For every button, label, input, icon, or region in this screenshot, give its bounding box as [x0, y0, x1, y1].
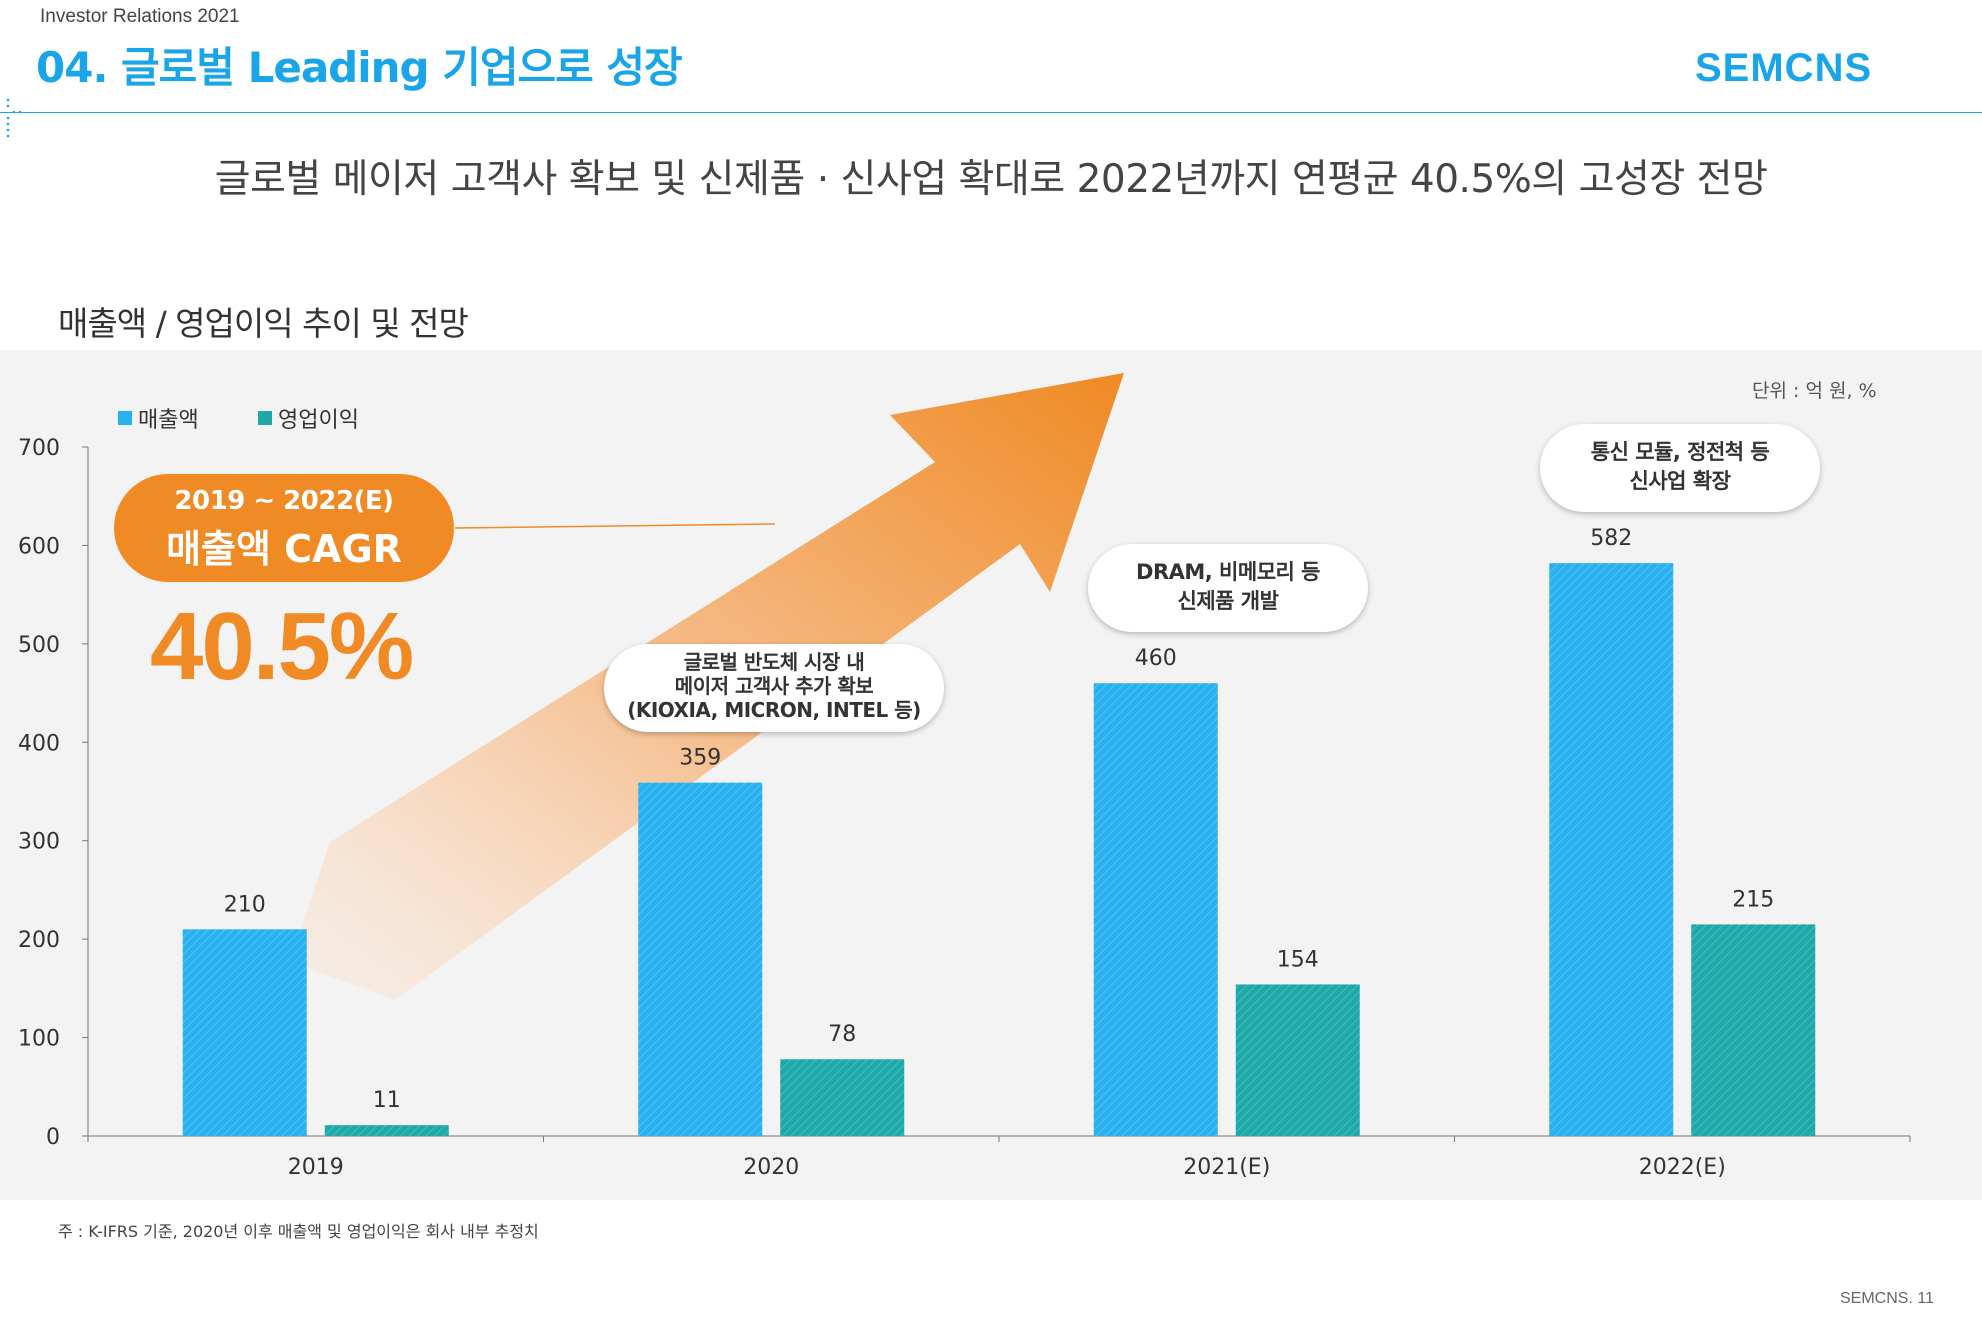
y-tick-label: 700 [18, 436, 60, 461]
y-tick-label: 400 [18, 731, 60, 756]
op-income-bar [324, 1125, 449, 1136]
data-label: 11 [373, 1088, 401, 1113]
headline: 글로벌 메이저 고객사 확보 및 신제품 · 신사업 확대로 2022년까지 연… [214, 157, 1768, 202]
legend-op-income-label: 영업이익 [278, 408, 359, 433]
cagr-label: 매출액 CAGR [166, 527, 402, 571]
page-title: 04. 글로벌 Leading 기업으로 성장 [36, 43, 683, 92]
header-divider [0, 112, 1982, 113]
callout-2020: 글로벌 반도체 시장 내 메이저 고객사 추가 확보 (KIOXIA, MICR… [604, 644, 944, 732]
y-tick-label: 200 [18, 928, 60, 953]
cagr-connector [454, 523, 776, 529]
legend-op-income: 영업이익 [258, 402, 359, 434]
callout-2021: DRAM, 비메모리 등 신제품 개발 [1088, 544, 1368, 632]
data-label: 78 [828, 1022, 856, 1047]
callout-2021-line-2: 신제품 개발 [1177, 589, 1279, 613]
callout-2022-line-1: 통신 모듈, 정전척 등 [1590, 440, 1770, 464]
y-tick-label: 600 [18, 534, 60, 559]
data-label: 210 [224, 892, 266, 917]
revenue-bar [182, 929, 307, 1136]
x-tick-label: 2022(E) [1639, 1155, 1726, 1180]
unit-label: 단위 : 억 원, % [1752, 380, 1877, 402]
callout-2021-line-1: DRAM, 비메모리 등 [1136, 560, 1320, 584]
legend-revenue-swatch [118, 411, 132, 425]
revenue-bar [1549, 563, 1674, 1136]
y-tick-label: 0 [46, 1125, 60, 1150]
cagr-period: 2019 ~ 2022(E) [174, 486, 394, 516]
x-tick-label: 2020 [743, 1155, 799, 1180]
data-label: 154 [1277, 947, 1319, 972]
op-income-bar [1691, 924, 1816, 1136]
op-income-bar [1235, 984, 1360, 1136]
data-label: 582 [1590, 526, 1632, 551]
legend-revenue: 매출액 [118, 402, 199, 434]
callout-2022: 통신 모듈, 정전척 등 신사업 확장 [1540, 424, 1820, 512]
y-tick-label: 100 [18, 1027, 60, 1052]
callout-2020-line-3: (KIOXIA, MICRON, INTEL 등) [627, 698, 921, 722]
chart-title: 매출액 / 영업이익 추이 및 전망 [58, 304, 469, 343]
y-tick-label: 500 [18, 633, 60, 658]
data-label: 460 [1135, 646, 1177, 671]
footnote: 주 : K-IFRS 기준, 2020년 이후 매출액 및 영업이익은 회사 내… [58, 1222, 539, 1241]
callout-2020-line-1: 글로벌 반도체 시장 내 [683, 650, 865, 674]
cagr-badge: 2019 ~ 2022(E) 매출액 CAGR [114, 474, 454, 582]
page-footer: SEMCNS. 11 [1840, 1290, 1934, 1307]
legend-op-income-swatch [258, 411, 272, 425]
legend-revenue-label: 매출액 [138, 408, 199, 433]
divider-dots-icon [6, 98, 22, 138]
company-logo: SEMCNS [1695, 46, 1873, 90]
x-tick-label: 2019 [288, 1155, 344, 1180]
op-income-bar [780, 1059, 905, 1136]
revenue-bar [1093, 683, 1218, 1136]
callout-2022-line-2: 신사업 확장 [1629, 469, 1731, 493]
cagr-value: 40.5% [150, 593, 414, 700]
revenue-bar [638, 782, 763, 1136]
header-subtitle: Investor Relations 2021 [40, 6, 240, 27]
data-label: 215 [1732, 887, 1774, 912]
x-tick-label: 2021(E) [1183, 1155, 1270, 1180]
callout-2020-line-2: 메이저 고객사 추가 확보 [674, 674, 874, 698]
data-label: 359 [679, 746, 721, 771]
y-tick-label: 300 [18, 830, 60, 855]
